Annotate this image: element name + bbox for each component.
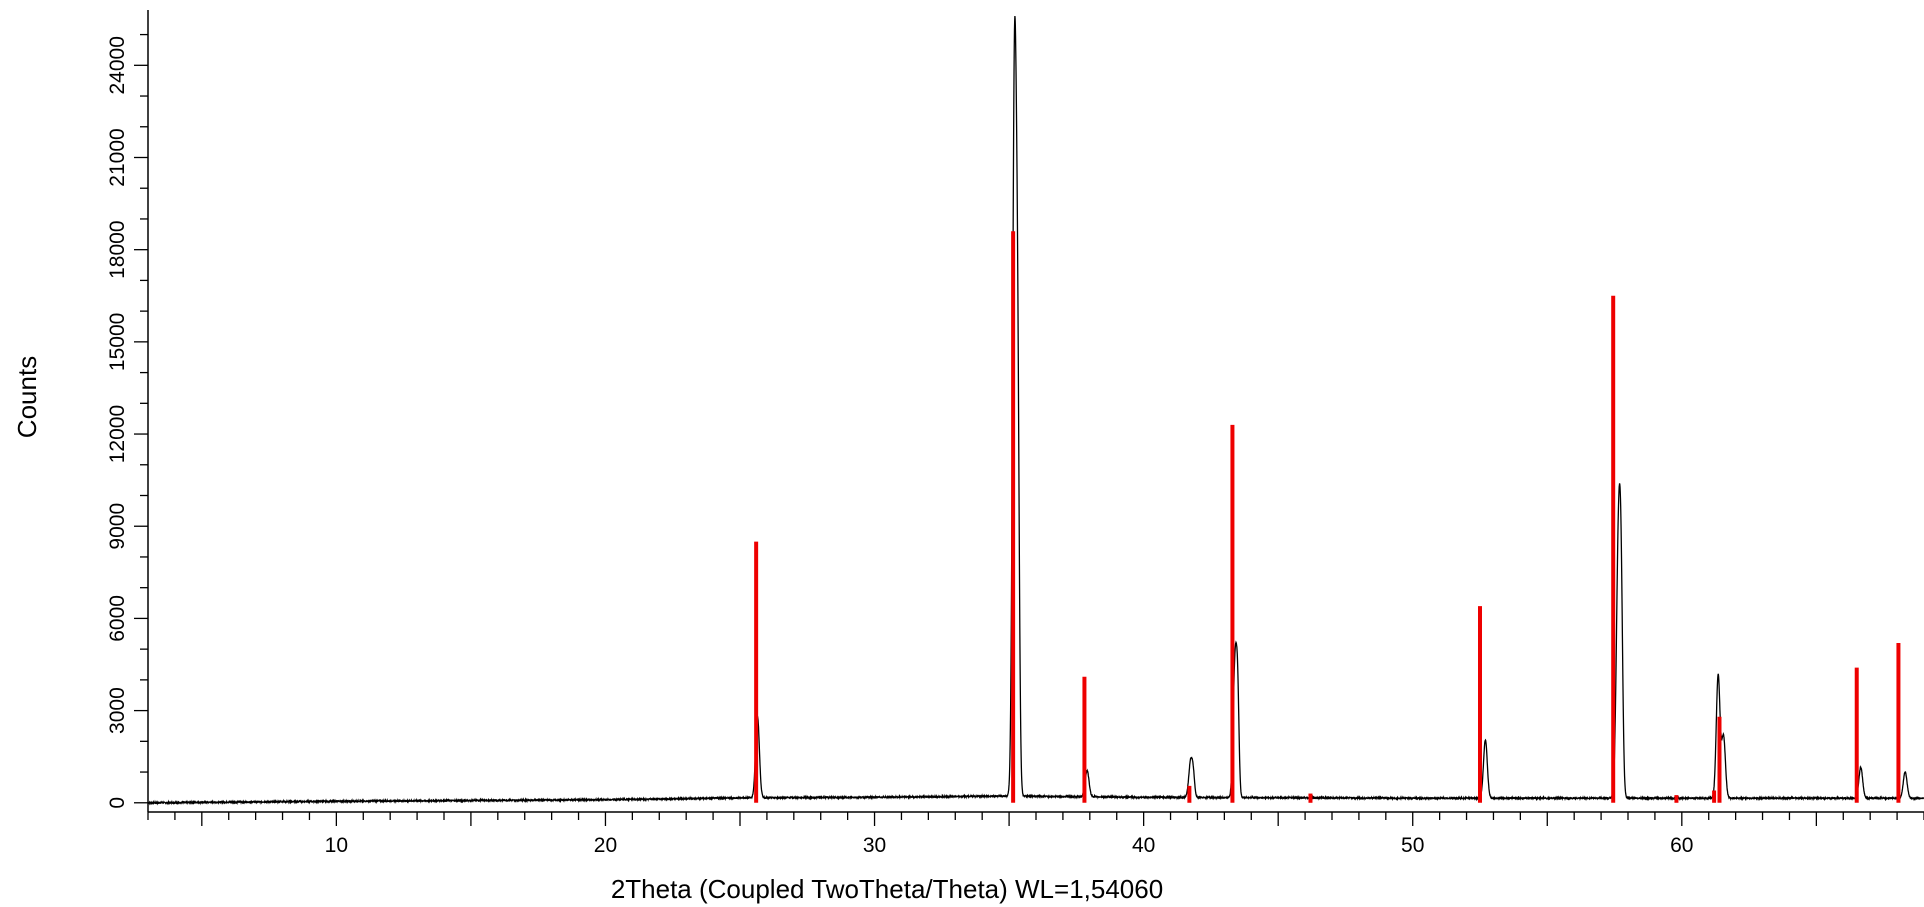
reference-lines-layer [754,231,1901,803]
y-tick-label: 18000 [106,220,129,278]
axes-layer: 10 20 30 40 50 60 0 3000 6000 9000 12000 15000 18000… [106,10,1924,857]
y-tick-label: 15000 [106,313,129,371]
y-axis-title: Counts [12,356,42,438]
x-tick-label: 60 [1670,834,1693,857]
x-tick-label: 10 [325,834,348,857]
y-tick-label: 6000 [106,595,129,642]
x-tick-label: 50 [1401,834,1424,857]
y-tick-label: 21000 [106,128,129,186]
y-tick-label: 12000 [106,405,129,463]
x-tick-label: 20 [594,834,617,857]
y-tick-label: 3000 [106,687,129,734]
x-axis-title: 2Theta (Coupled TwoTheta/Theta) WL=1,540… [611,874,1163,904]
measured-pattern-line [147,15,1924,806]
y-tick-label: 24000 [106,36,129,94]
y-tick-label: 9000 [106,503,129,550]
x-tick-label: 30 [863,834,886,857]
y-tick-label: 0 [106,797,129,809]
x-tick-label: 40 [1132,834,1155,857]
measured-pattern-layer [147,15,1924,806]
